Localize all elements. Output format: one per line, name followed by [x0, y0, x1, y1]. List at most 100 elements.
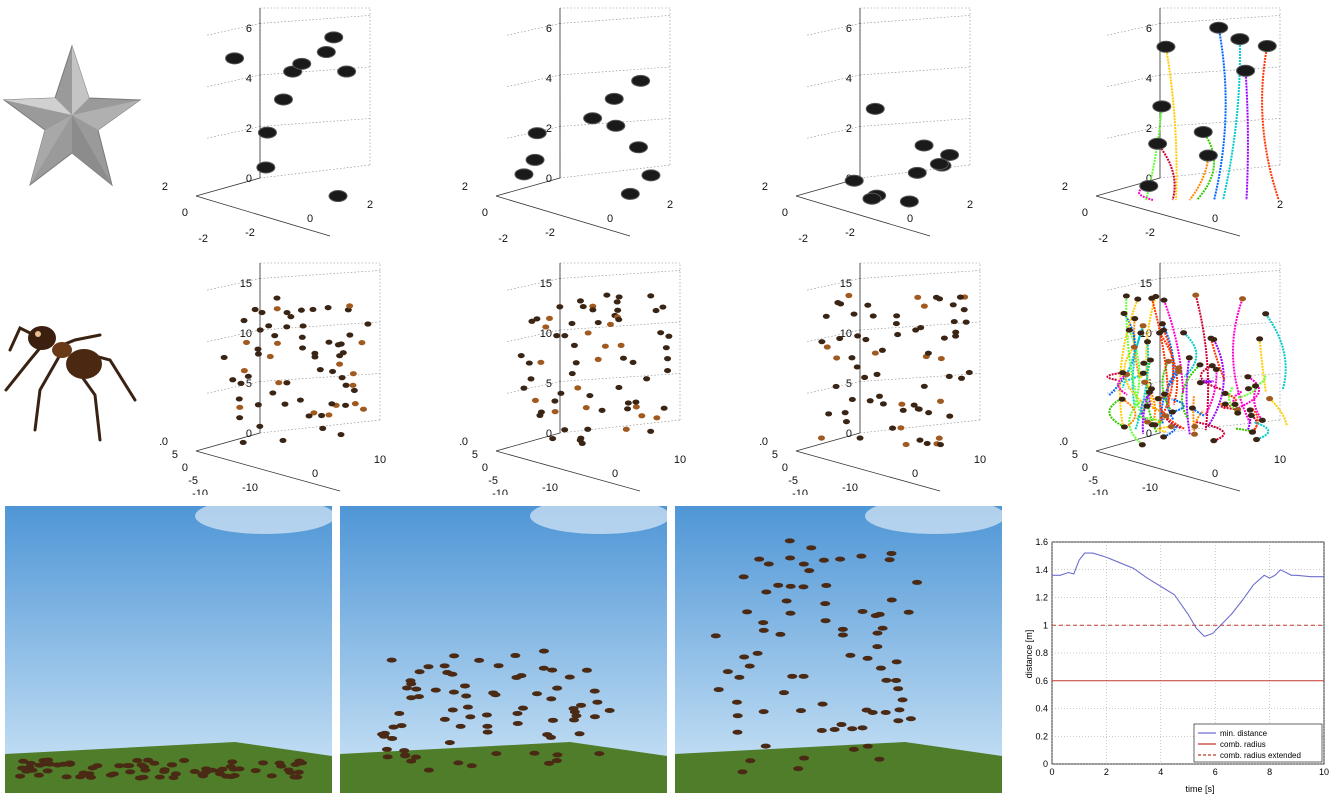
- robot-disk: [924, 350, 932, 356]
- robot-disk: [1248, 429, 1256, 435]
- robot-disk: [836, 335, 844, 342]
- x-tick-label: 0: [907, 213, 913, 225]
- robot-disk: [862, 192, 882, 205]
- robot-disk: [622, 426, 630, 432]
- robot-disk: [833, 355, 841, 361]
- robot: [258, 760, 269, 766]
- robot-disk: [1196, 362, 1204, 368]
- robot-disk: [576, 298, 584, 304]
- robot: [763, 561, 774, 567]
- robot-disk: [1148, 137, 1168, 150]
- robot-disk: [279, 437, 287, 444]
- robot: [564, 674, 575, 680]
- robot: [713, 687, 724, 693]
- robot-disk: [309, 306, 317, 313]
- robot-disk: [965, 369, 973, 376]
- chart-xlabel: time [s]: [1185, 784, 1214, 794]
- robot: [798, 561, 809, 567]
- robot: [414, 669, 425, 675]
- robot: [744, 663, 755, 669]
- robot-disk: [531, 397, 539, 403]
- x-tick-label: 0: [1049, 767, 1054, 777]
- robot-disk: [281, 401, 289, 407]
- z-tick-label: 0: [1146, 428, 1152, 440]
- robot: [785, 583, 796, 589]
- robot-disk: [945, 373, 953, 379]
- star-plot-2: 0 2 4 6 2 0 -2 -2 0 2: [462, 7, 673, 245]
- robot: [857, 725, 868, 731]
- robot: [52, 762, 63, 768]
- robot-disk: [1193, 125, 1213, 138]
- trajectory-line: [1108, 397, 1125, 428]
- x-tick-label: 2: [967, 199, 973, 211]
- y-tick-label: 10: [160, 436, 168, 448]
- trajectory-line: [1204, 369, 1218, 416]
- robot-disk: [328, 401, 336, 407]
- robot-disk: [283, 380, 291, 386]
- robot: [482, 723, 493, 729]
- robot-disk: [359, 406, 367, 412]
- z-tick-label: 0: [246, 428, 252, 440]
- robot: [401, 685, 412, 691]
- robot-disk: [1140, 360, 1148, 366]
- y-tick-label: 10: [460, 436, 468, 448]
- robot: [870, 613, 881, 619]
- robot-disk: [878, 347, 886, 353]
- y-tick-label: -5: [488, 475, 498, 487]
- robot: [574, 731, 585, 737]
- z-tick-label: 15: [840, 278, 852, 290]
- robot-disk: [960, 307, 968, 313]
- robot: [538, 648, 549, 654]
- robot-disk: [629, 359, 637, 366]
- robot-disk: [237, 380, 245, 386]
- robot-disk: [517, 352, 525, 359]
- robot-disk: [897, 425, 905, 431]
- robot-disk: [899, 407, 907, 413]
- trajectory-line: [1254, 421, 1270, 441]
- robot: [423, 767, 434, 773]
- robot-disk: [574, 385, 582, 391]
- robot: [466, 763, 477, 769]
- robot: [108, 771, 119, 777]
- robot: [512, 710, 523, 716]
- robot-disk: [861, 374, 869, 380]
- robot-disk: [1185, 355, 1193, 361]
- x-tick-label: 0: [912, 468, 918, 480]
- legend-label: comb. radius: [1220, 740, 1266, 749]
- robot: [276, 763, 287, 769]
- robot-disk: [296, 397, 304, 403]
- robot: [462, 704, 473, 710]
- robot-disk: [1258, 417, 1266, 423]
- y-tick-label: 0: [182, 462, 188, 474]
- y-tick-label: 5: [1072, 449, 1078, 461]
- trajectory-line: [1238, 375, 1260, 409]
- robot-disk: [344, 307, 352, 313]
- robot: [542, 732, 553, 738]
- robot: [140, 767, 151, 773]
- z-tick-label: 0: [1146, 173, 1152, 185]
- robot: [453, 760, 464, 766]
- y-tick-label: -10: [792, 488, 808, 495]
- robot: [27, 767, 38, 773]
- y-tick-label: 0: [1082, 207, 1088, 219]
- y-tick-label: 0.2: [1035, 731, 1048, 741]
- robot-disk: [598, 407, 606, 413]
- robot-disk: [1143, 403, 1151, 409]
- robot-disk: [583, 112, 603, 125]
- robot-disk: [556, 304, 564, 310]
- robot-disk: [866, 398, 874, 404]
- robot-disk: [1154, 396, 1162, 402]
- robot-disk: [1191, 431, 1199, 437]
- robot-disk: [1234, 410, 1242, 416]
- robot: [731, 699, 742, 705]
- robot: [752, 650, 763, 656]
- robot: [880, 709, 891, 715]
- robot-disk: [841, 410, 849, 416]
- render-rising: [340, 506, 667, 793]
- robot-disk: [265, 323, 273, 329]
- robot: [861, 707, 872, 713]
- trajectory-line: [1171, 398, 1185, 413]
- trajectory-line: [1248, 375, 1267, 390]
- y-tick-label: -10: [1092, 488, 1108, 495]
- robot: [511, 675, 522, 681]
